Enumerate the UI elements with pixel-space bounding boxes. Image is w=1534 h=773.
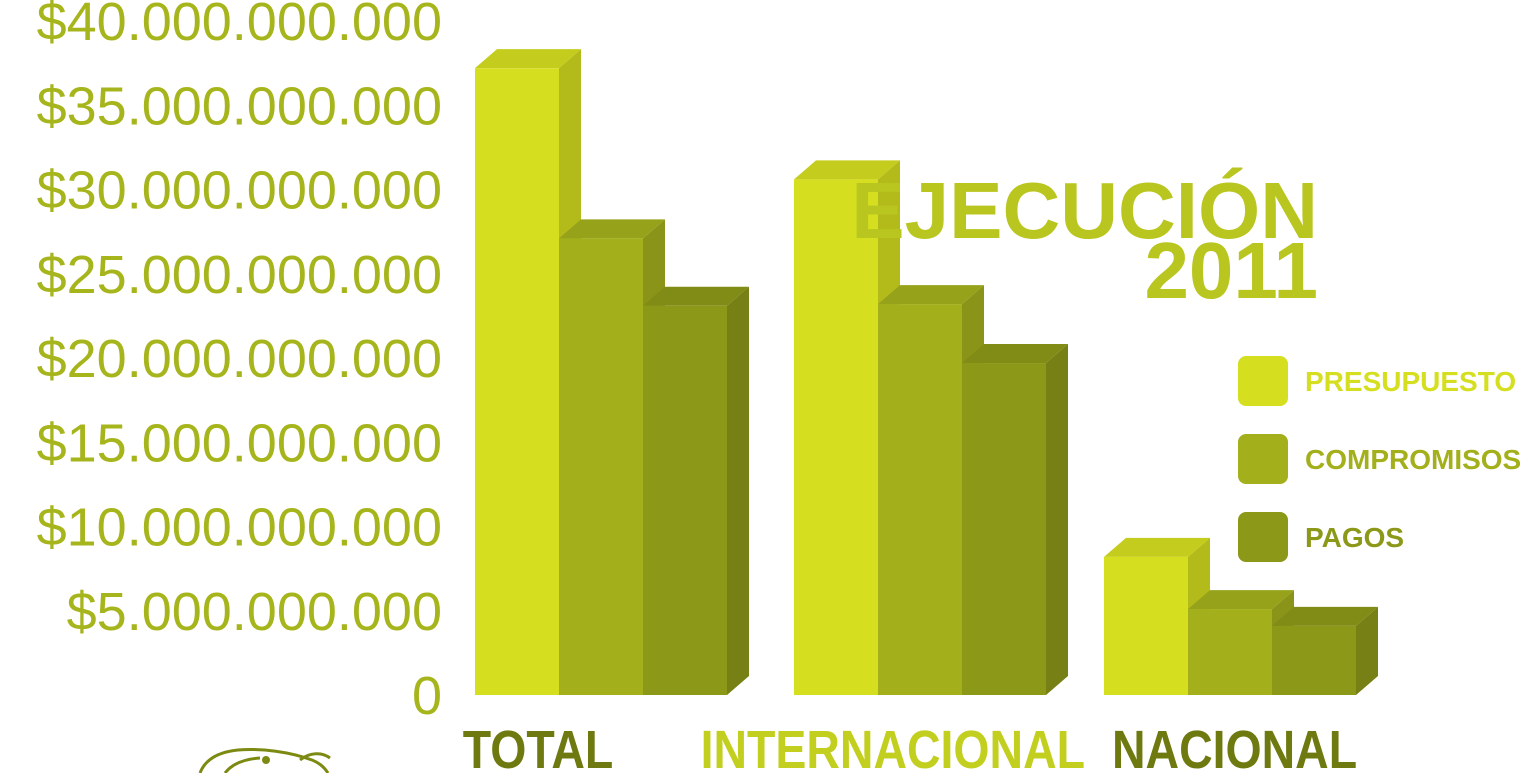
- category-label: NACIONAL: [1112, 719, 1357, 773]
- y-axis: 0 $5.000.000.000 $10.000.000.000 $15.000.00…: [37, 0, 442, 726]
- y-tick-label: $10.000.000.000: [37, 498, 442, 558]
- chart-title-line1: EJECUCIÓN: [851, 166, 1318, 255]
- bar: [962, 344, 1068, 695]
- category-labels: TOTAL INTERNACIONAL NACIONAL: [463, 719, 1357, 773]
- bar: [643, 286, 749, 695]
- chart-title-line2: 2011: [1144, 226, 1318, 315]
- legend-label: PRESUPUESTO: [1305, 366, 1516, 397]
- y-tick-label: 0: [412, 666, 442, 726]
- bird-logo: [198, 748, 331, 773]
- legend: PRESUPUESTO COMPROMISOS PAGOS: [1238, 356, 1521, 562]
- category-label: INTERNACIONAL: [701, 719, 1085, 773]
- bars: [475, 49, 1378, 696]
- legend-swatch: [1238, 512, 1288, 562]
- y-tick-label: $40.000.000.000: [37, 0, 442, 52]
- category-label: TOTAL: [463, 719, 613, 773]
- y-tick-label: $15.000.000.000: [37, 413, 442, 473]
- legend-label: COMPROMISOS: [1305, 444, 1521, 475]
- y-tick-label: $35.000.000.000: [37, 76, 442, 136]
- y-tick-label: $5.000.000.000: [67, 582, 442, 642]
- y-tick-label: $20.000.000.000: [37, 329, 442, 389]
- legend-swatch: [1238, 434, 1288, 484]
- legend-swatch: [1238, 356, 1288, 406]
- y-tick-label: $25.000.000.000: [37, 245, 442, 305]
- bar: [1272, 606, 1378, 695]
- y-tick-label: $30.000.000.000: [37, 161, 442, 221]
- legend-label: PAGOS: [1305, 522, 1404, 553]
